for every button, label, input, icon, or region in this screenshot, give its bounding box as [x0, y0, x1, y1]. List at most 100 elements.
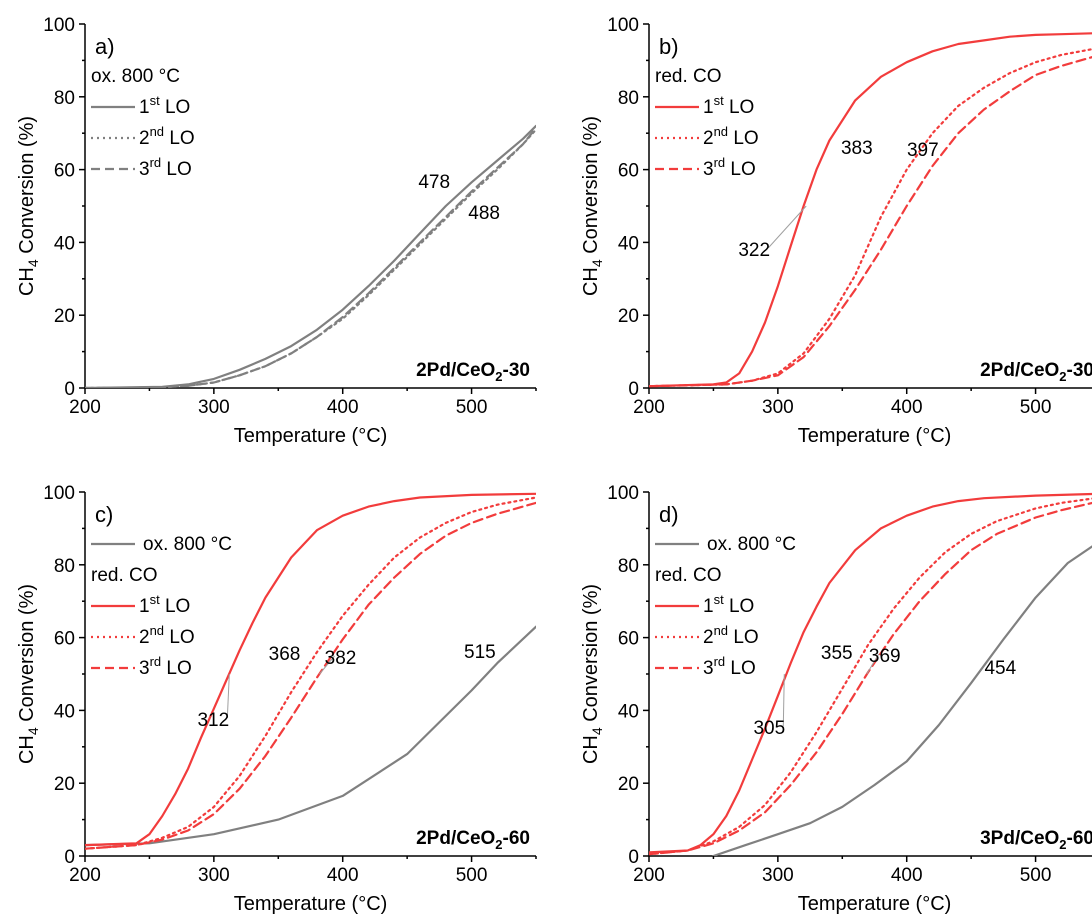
y-tick-label: 100 — [607, 483, 639, 504]
annotation: 383 — [841, 138, 873, 159]
x-tick-label: 500 — [1020, 397, 1052, 418]
series-line-1 — [85, 124, 536, 388]
legend-heading: red. CO — [655, 66, 722, 87]
chart-panel-b: 0 20 40 60 80 100 200 300 400 500 Temperature (°C)… — [580, 15, 1092, 447]
y-tick-label: 0 — [628, 847, 639, 868]
plot-area — [85, 492, 536, 850]
y-tick-label: 20 — [618, 306, 639, 327]
x-tick-label: 500 — [456, 865, 488, 886]
annotation: 454 — [984, 658, 1016, 679]
annotation: 478 — [418, 172, 450, 193]
y-tick-label: 80 — [618, 556, 639, 577]
panel-label: b) — [659, 34, 679, 59]
annotation: 515 — [464, 642, 496, 663]
legend-entry: 3rd LO — [139, 155, 192, 180]
panel-label: d) — [659, 502, 679, 527]
legend: ox. 800 °C red. CO 1st LO 2nd LO 3rd LO — [655, 534, 796, 679]
y-axis-title: CH4 Conversion (%) — [580, 584, 605, 764]
y-tick-label: 80 — [54, 88, 75, 109]
y-axis-title: CH4 Conversion (%) — [16, 584, 41, 764]
annotation: 322 — [738, 240, 770, 261]
y-tick-label: 0 — [64, 379, 75, 400]
plot-area — [649, 32, 1092, 388]
legend: red. CO 1st LO 2nd LO 3rd LO — [655, 66, 759, 180]
legend-entry: 2nd LO — [139, 124, 195, 149]
x-tick-label: 400 — [327, 865, 359, 886]
series-line-4 — [85, 501, 536, 850]
legend-entry: 2nd LO — [703, 124, 759, 149]
panel-label: a) — [95, 34, 115, 59]
y-tick-label: 40 — [54, 233, 75, 254]
series-line-1 — [85, 625, 536, 847]
series-line-2 — [649, 492, 1092, 854]
legend-entry: 1st LO — [703, 592, 754, 617]
chart-panel-a: 0 20 40 60 80 100 200 300 400 500 Temperature (°C)… — [16, 15, 537, 447]
series-line-3 — [85, 496, 536, 850]
y-tick-label: 40 — [54, 701, 75, 722]
legend-heading: red. CO — [655, 565, 722, 586]
annotation: 382 — [325, 648, 357, 669]
annotation: 369 — [869, 646, 901, 667]
y-axis-title: CH4 Conversion (%) — [16, 116, 41, 296]
y-tick-label: 40 — [618, 701, 639, 722]
y-tick-label: 40 — [618, 233, 639, 254]
chart-panel-d: 0 20 40 60 80 100 200 300 400 500 Temperature (°C)… — [580, 483, 1092, 915]
y-tick-label: 60 — [54, 161, 75, 182]
x-tick-label: 200 — [69, 865, 101, 886]
x-tick-label: 400 — [891, 397, 923, 418]
annotation-leader — [767, 205, 807, 249]
sample-label: 3Pd/CeO2-60 — [980, 828, 1092, 852]
legend-entry: ox. 800 °C — [707, 534, 796, 555]
series-line-1 — [649, 32, 1092, 388]
legend-entry: 1st LO — [703, 93, 754, 118]
y-tick-label: 20 — [54, 306, 75, 327]
y-tick-label: 100 — [607, 15, 639, 36]
plot-area — [85, 124, 536, 388]
sample-label: 2Pd/CeO2-30 — [980, 360, 1092, 384]
sample-label: 2Pd/CeO2-30 — [416, 360, 530, 384]
y-tick-label: 60 — [54, 629, 75, 650]
legend: ox. 800 °C red. CO 1st LO 2nd LO 3rd LO — [91, 534, 232, 679]
series-line-2 — [85, 492, 536, 847]
x-tick-label: 200 — [69, 397, 101, 418]
annotation: 397 — [907, 140, 939, 161]
legend-entry: 3rd LO — [139, 654, 192, 679]
y-tick-label: 0 — [64, 847, 75, 868]
x-tick-label: 400 — [891, 865, 923, 886]
y-tick-label: 60 — [618, 629, 639, 650]
series-line-1 — [712, 545, 1092, 856]
x-tick-label: 300 — [198, 865, 230, 886]
x-tick-label: 400 — [327, 397, 359, 418]
x-tick-label: 200 — [633, 865, 665, 886]
y-tick-label: 20 — [618, 774, 639, 795]
legend-entry: 2nd LO — [139, 623, 195, 648]
legend-entry: ox. 800 °C — [143, 534, 232, 555]
x-tick-label: 300 — [762, 865, 794, 886]
legend-heading: ox. 800 °C — [91, 66, 180, 87]
y-tick-label: 100 — [43, 15, 75, 36]
annotation: 305 — [753, 718, 785, 739]
annotation: 355 — [821, 643, 853, 664]
x-axis-title: Temperature (°C) — [798, 893, 952, 915]
series-line-3 — [649, 56, 1092, 388]
legend: ox. 800 °C 1st LO 2nd LO 3rd LO — [91, 66, 195, 180]
annotation-leader — [226, 673, 230, 719]
annotation-leader — [319, 655, 335, 675]
y-tick-label: 60 — [618, 161, 639, 182]
annotation: 368 — [269, 644, 301, 665]
legend-entry: 3rd LO — [703, 155, 756, 180]
plot-area — [649, 492, 1092, 856]
x-tick-label: 200 — [633, 397, 665, 418]
x-tick-label: 300 — [198, 397, 230, 418]
y-tick-label: 80 — [618, 88, 639, 109]
y-tick-label: 80 — [54, 556, 75, 577]
x-axis-title: Temperature (°C) — [234, 893, 388, 915]
legend-entry: 2nd LO — [703, 623, 759, 648]
chart-panel-c: 0 20 40 60 80 100 200 300 400 500 Temperature (°C)… — [16, 483, 537, 915]
y-axis-title: CH4 Conversion (%) — [580, 116, 605, 296]
annotation: 488 — [468, 203, 500, 224]
x-tick-label: 500 — [1020, 865, 1052, 886]
x-axis-title: Temperature (°C) — [798, 425, 952, 447]
sample-label: 2Pd/CeO2-60 — [416, 828, 530, 852]
